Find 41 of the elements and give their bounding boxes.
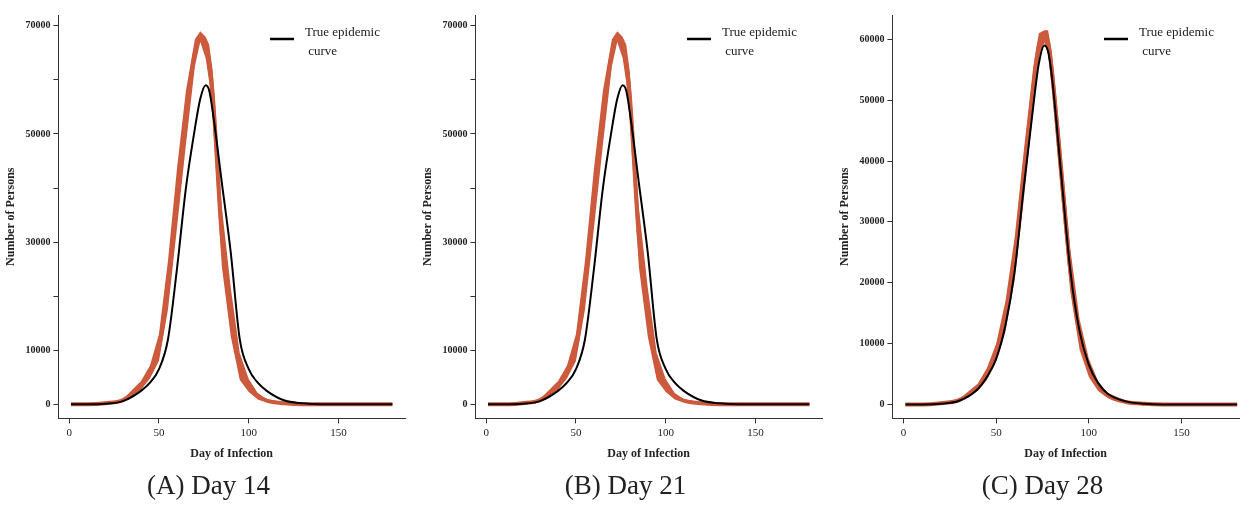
y-axis-title: Number of Persons [3, 167, 18, 266]
y-tick-label: 50000 [442, 127, 468, 139]
x-tick-label: 150 [747, 425, 765, 438]
y-axis-title: Number of Persons [420, 167, 435, 266]
y-tick-label: 10000 [25, 343, 51, 355]
x-axis-title: Day of Infection [607, 445, 691, 460]
y-axis-title: Number of Persons [837, 167, 852, 266]
text: (A) Day 14 [146, 470, 271, 501]
legend-label: True epidemic curve [305, 24, 381, 59]
y-tick-label: 0 [45, 397, 51, 409]
x-tick-label: 50 [990, 425, 1003, 438]
x-tick-label: 50 [153, 425, 165, 438]
text: (B) Day 21 [563, 470, 688, 501]
x-tick-label: 100 [240, 425, 258, 438]
y-tick-label: 0 [462, 397, 468, 409]
y-tick-label: 60000 [859, 32, 885, 44]
text: (C) Day 28 [980, 470, 1105, 501]
y-tick-label: 30000 [859, 215, 885, 227]
y-tick-label: 50000 [25, 127, 51, 139]
x-tick-label: 0 [483, 425, 490, 438]
y-tick-label: 20000 [859, 276, 885, 288]
x-axis-title: Day of Infection [190, 445, 274, 460]
x-tick-label: 100 [657, 425, 675, 438]
x-tick-label: 150 [330, 425, 348, 438]
y-tick-label: 0 [879, 397, 885, 409]
y-tick-label: 10000 [859, 337, 885, 349]
y-tick-label: 70000 [442, 19, 468, 31]
x-tick-label: 150 [1173, 425, 1191, 438]
y-tick-label: 40000 [859, 154, 885, 166]
x-tick-label: 0 [900, 425, 907, 438]
x-tick-label: 0 [66, 425, 73, 438]
y-tick-label: 70000 [25, 19, 51, 31]
legend-label: True epidemic curve [1139, 24, 1215, 59]
y-tick-label: 10000 [442, 343, 468, 355]
x-tick-label: 100 [1080, 425, 1098, 438]
y-tick-label: 30000 [442, 235, 468, 247]
y-tick-label: 50000 [859, 93, 885, 105]
y-tick-label: 30000 [25, 235, 51, 247]
x-axis-title: Day of Infection [1024, 445, 1108, 460]
legend-label: True epidemic curve [722, 24, 798, 59]
x-tick-label: 50 [570, 425, 582, 438]
